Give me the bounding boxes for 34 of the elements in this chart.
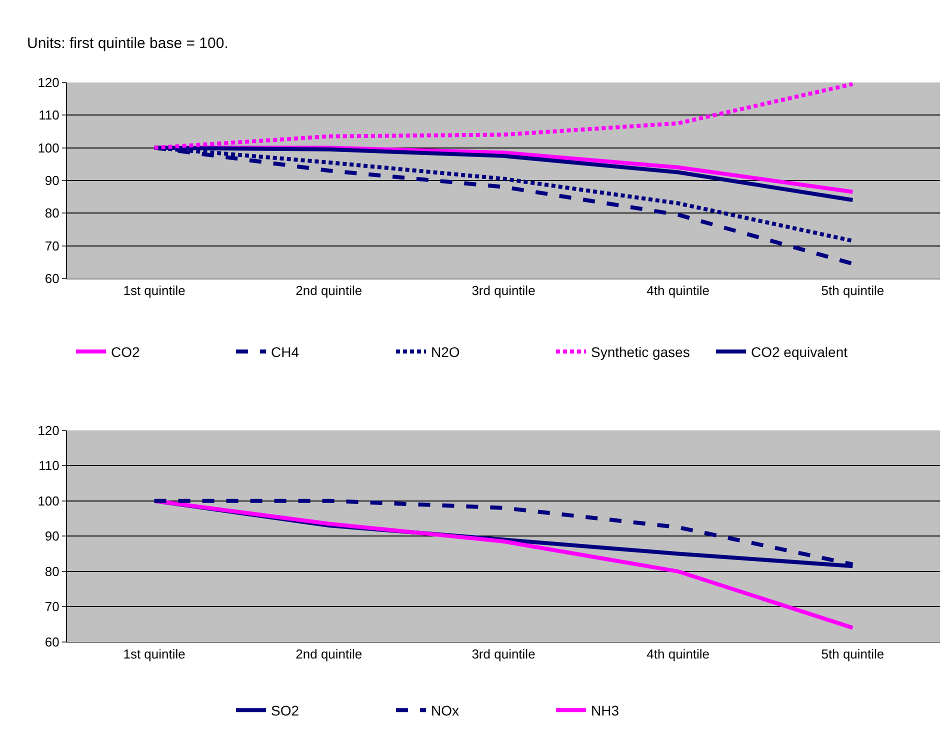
y-tick-label: 70	[44, 599, 60, 614]
line-series	[152, 498, 855, 630]
legend-label: SO2	[271, 702, 300, 719]
y-tick-label: 60	[44, 634, 60, 650]
x-tick-label: 5th quintile	[821, 646, 884, 662]
x-tick-label: 4th quintile	[646, 283, 710, 298]
x-tick-label: 5th quintile	[821, 283, 884, 298]
y-tick-label: 120	[38, 75, 60, 90]
y-tick-label: 110	[38, 458, 60, 474]
x-tick-label: 1st quintile	[123, 646, 186, 662]
legend-label: Synthetic gases	[591, 344, 690, 360]
y-tick-label: 120	[38, 422, 60, 438]
y-tick-label: 80	[44, 206, 60, 221]
y-tick-label: 100	[38, 493, 60, 508]
legend-label: CO2	[111, 344, 140, 360]
y-tick-label: 80	[44, 564, 60, 579]
y-tick-label: 90	[44, 528, 60, 544]
y-tick-label: 70	[44, 238, 60, 254]
legend-label: NOx	[431, 702, 459, 719]
y-tick-label: 110	[38, 108, 60, 123]
x-tick-label: 3rd quintile	[472, 283, 536, 298]
x-tick-label: 1st quintile	[123, 283, 186, 298]
legend-label: N2O	[431, 344, 460, 360]
x-tick-label: 2nd quintile	[296, 283, 362, 298]
y-tick-label: 90	[44, 172, 60, 188]
y-tick-label: 100	[38, 140, 60, 156]
x-tick-label: 2nd quintile	[296, 646, 362, 662]
x-tick-label: 4th quintile	[646, 646, 710, 662]
text: Units: first quintile base = 100.	[27, 35, 228, 52]
legend-label: NH3	[591, 702, 620, 719]
y-tick-label: 60	[44, 270, 60, 286]
legend-label: CH4	[271, 344, 300, 360]
legend-label: CO2 equivalent	[751, 344, 848, 360]
x-tick-label: 3rd quintile	[472, 646, 536, 662]
